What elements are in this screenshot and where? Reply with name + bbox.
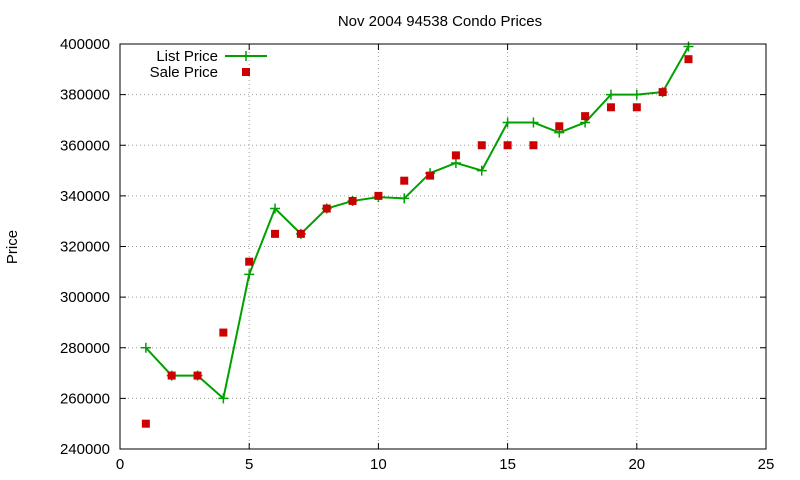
data-point [503, 141, 512, 150]
data-point [632, 103, 641, 112]
chart-title: Nov 2004 94538 Condo Prices [338, 13, 542, 30]
legend-marker [241, 51, 251, 61]
data-point [322, 204, 331, 213]
data-point [219, 328, 228, 337]
y-tick-label: 300000 [60, 289, 110, 306]
x-tick-label: 0 [116, 456, 124, 473]
data-point [605, 89, 616, 100]
data-point [476, 165, 487, 176]
y-tick-label: 380000 [60, 87, 110, 104]
data-point [477, 141, 486, 150]
x-tick-label: 10 [370, 456, 387, 473]
x-tick-label: 15 [499, 456, 516, 473]
legend-entry: List Price [156, 48, 267, 65]
data-point [167, 371, 176, 380]
data-point [270, 203, 281, 214]
data-point [271, 229, 280, 238]
data-point [245, 257, 254, 266]
x-tick-label: 5 [245, 456, 253, 473]
data-point [374, 191, 383, 200]
data-point [426, 171, 435, 180]
y-axis-label: Price [4, 230, 21, 264]
data-point [193, 371, 202, 380]
y-tick-label: 280000 [60, 340, 110, 357]
y-tick-label: 320000 [60, 239, 110, 256]
data-point [529, 141, 538, 150]
data-point [606, 103, 615, 112]
legend-label: List Price [156, 48, 218, 65]
data-point [502, 117, 513, 128]
data-point [244, 269, 255, 280]
data-point [348, 196, 357, 205]
y-tick-label: 260000 [60, 390, 110, 407]
data-point [141, 419, 150, 428]
series-sale-price [141, 55, 693, 428]
series-list-price [140, 41, 694, 404]
data-point [218, 393, 229, 404]
data-point [451, 151, 460, 160]
y-tick-label: 400000 [60, 36, 110, 53]
data-point [400, 176, 409, 185]
data-point [658, 88, 667, 97]
plot-series [140, 41, 694, 428]
legend-entry: Sale Price [150, 64, 250, 81]
legend-marker [242, 68, 250, 76]
data-point [450, 157, 461, 168]
grid-lines [120, 44, 766, 449]
series-line [145, 46, 690, 401]
data-point [296, 229, 305, 238]
data-point [683, 41, 694, 52]
y-tick-label: 340000 [60, 188, 110, 205]
y-tick-label: 240000 [60, 441, 110, 458]
axis-ticks: 240000 260000 280000 300000 320000 340000 3600… [60, 36, 774, 473]
legend-label: Sale Price [150, 64, 218, 81]
data-point [631, 89, 642, 100]
data-point [684, 55, 693, 64]
data-point [528, 117, 539, 128]
data-point [555, 122, 564, 131]
y-tick-label: 360000 [60, 137, 110, 154]
x-tick-label: 25 [758, 456, 775, 473]
x-tick-label: 20 [628, 456, 645, 473]
plot-frame [119, 43, 767, 450]
data-point [581, 112, 590, 121]
data-point [399, 193, 410, 204]
data-point [140, 342, 151, 353]
